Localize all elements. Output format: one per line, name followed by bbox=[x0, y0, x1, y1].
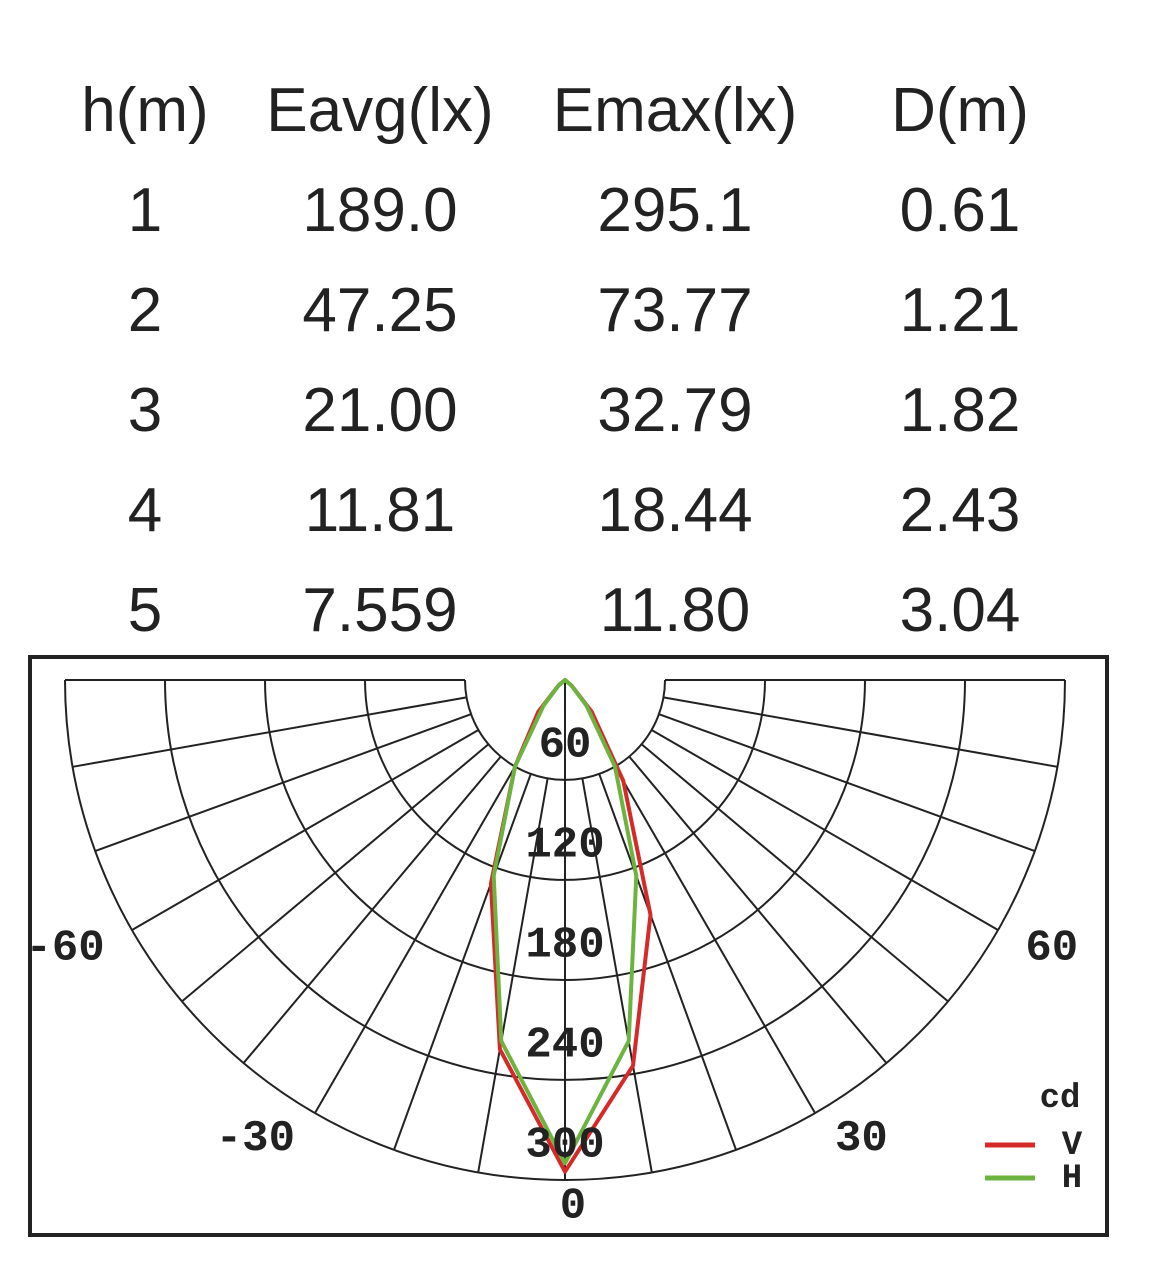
table-cell: 4 bbox=[127, 475, 163, 545]
table-cell: 2.43 bbox=[899, 475, 1021, 545]
table-cell: 3.04 bbox=[899, 575, 1021, 645]
theta-tick-label: -30 bbox=[216, 1114, 295, 1164]
theta-tick-label: 0 bbox=[560, 1182, 586, 1232]
illuminance-table: h(m) Eavg(lx) Emax(lx) D(m) 1 189.0 295.1 0.61… bbox=[40, 60, 1080, 660]
header-cell: D(m) bbox=[891, 75, 1029, 145]
theta-tick-label: 60 bbox=[1025, 924, 1078, 974]
ring bbox=[464, 679, 666, 781]
chart-frame bbox=[28, 655, 1109, 1237]
ring bbox=[364, 679, 766, 881]
series-line bbox=[491, 678, 639, 1166]
table-cell: 3 bbox=[127, 375, 163, 445]
r-tick-label: 60 bbox=[539, 721, 592, 771]
r-tick-label: 120 bbox=[525, 821, 604, 871]
table-cell: 5 bbox=[127, 575, 163, 645]
table-cell: 73.77 bbox=[597, 275, 753, 345]
legend-label: V bbox=[1062, 1127, 1083, 1165]
ring bbox=[264, 679, 866, 981]
series-line bbox=[488, 678, 653, 1174]
table-row: 2 47.25 73.77 1.21 bbox=[40, 260, 1080, 360]
table-row: 1 189.0 295.1 0.61 bbox=[40, 160, 1080, 260]
table-cell: 11.80 bbox=[599, 575, 751, 645]
legend-label: H bbox=[1062, 1160, 1082, 1198]
header-cell: Eavg(lx) bbox=[266, 75, 494, 145]
theta-tick-label: 30 bbox=[835, 1114, 888, 1164]
table-cell: 1.82 bbox=[899, 375, 1021, 445]
ring bbox=[64, 679, 1066, 1181]
table-cell: 7.559 bbox=[302, 575, 458, 645]
table-cell: 47.25 bbox=[302, 275, 458, 345]
theta-tick-label: -60 bbox=[25, 924, 104, 974]
r-tick-label: 300 bbox=[525, 1121, 604, 1171]
r-tick-label: 240 bbox=[525, 1021, 604, 1071]
legend-title: cd bbox=[1040, 1080, 1081, 1118]
ring bbox=[164, 679, 966, 1081]
table-cell: 189.0 bbox=[302, 175, 458, 245]
table-cell: 1.21 bbox=[899, 275, 1021, 345]
header-cell: Emax(lx) bbox=[552, 75, 798, 145]
table-row: 3 21.00 32.79 1.82 bbox=[40, 360, 1080, 460]
r-tick-label: 180 bbox=[525, 921, 604, 971]
table-cell: 1 bbox=[127, 175, 163, 245]
table-cell: 21.00 bbox=[302, 375, 458, 445]
header-cell: h(m) bbox=[81, 75, 209, 145]
table-row: 5 7.559 11.80 3.04 bbox=[40, 560, 1080, 660]
table-cell: 2 bbox=[127, 275, 163, 345]
table-cell: 0.61 bbox=[899, 175, 1021, 245]
table-cell: 18.44 bbox=[597, 475, 753, 545]
table-cell: 295.1 bbox=[597, 175, 753, 245]
table-row: 4 11.81 18.44 2.43 bbox=[40, 460, 1080, 560]
table-cell: 11.81 bbox=[304, 475, 456, 545]
table-cell: 32.79 bbox=[597, 375, 753, 445]
